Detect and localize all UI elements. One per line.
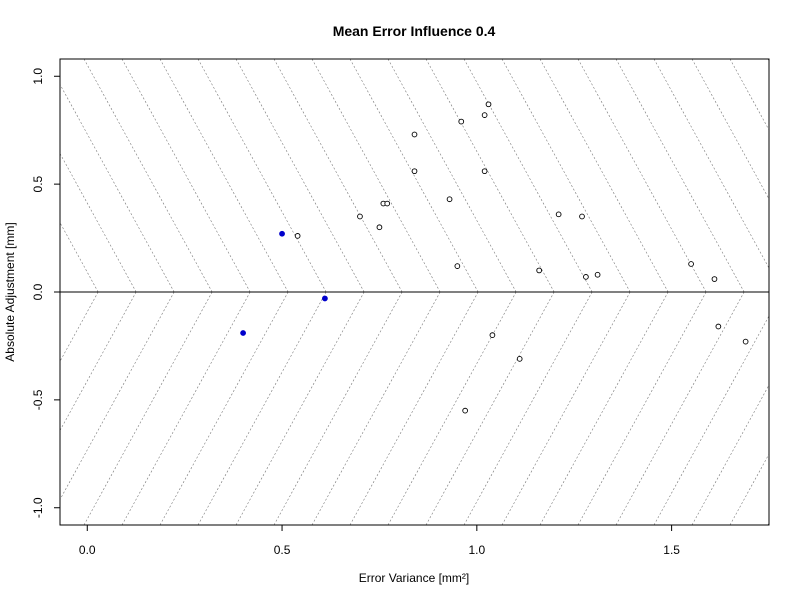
x-axis-label: Error Variance [mm²] [359, 571, 469, 585]
hatch-line [577, 59, 707, 293]
y-tick-label: -1.0 [31, 497, 45, 518]
hatch-line [235, 59, 365, 293]
hatch-line [197, 291, 327, 525]
data-point [489, 332, 496, 338]
hatch-line [60, 222, 99, 293]
hatch-line [349, 291, 479, 525]
hatch-line [615, 291, 745, 525]
data-point [454, 263, 461, 269]
highlighted-data-point [240, 330, 246, 336]
hatch-line [60, 291, 137, 432]
data-point [458, 118, 465, 125]
hatch-line [767, 522, 769, 525]
hatch-line [387, 291, 517, 525]
hatch-line [197, 59, 327, 293]
hatch-line [729, 59, 769, 131]
hatch-line [653, 59, 769, 269]
hatch-line [767, 59, 769, 62]
y-tick-label: -0.5 [31, 389, 45, 410]
y-axis: -1.0 -0.5 0.0 0.5 1.0 [31, 68, 60, 518]
hatch-line [60, 152, 137, 293]
data-point [294, 233, 301, 239]
hatch-line [463, 59, 593, 293]
data-point [481, 112, 488, 118]
data-point [485, 101, 492, 108]
highlighted-data-point [279, 230, 285, 237]
data-point [481, 168, 488, 175]
data-point [715, 323, 722, 330]
hatch-line [311, 59, 441, 293]
data-point [579, 213, 585, 220]
y-tick-label: 1.0 [31, 68, 45, 85]
hatch-line [83, 59, 213, 293]
data-point [555, 211, 562, 218]
hatch-line [539, 291, 669, 525]
data-point [583, 274, 589, 280]
x-axis: 0.0 0.5 1.0 1.5 [79, 525, 680, 557]
data-point [688, 261, 694, 267]
hatch-line [60, 83, 175, 293]
data-point [411, 131, 418, 138]
hatch-line [615, 59, 745, 293]
hatch-line [121, 59, 251, 293]
hatch-line [273, 291, 403, 525]
hatch-line [653, 315, 769, 525]
x-tick-label: 1.5 [663, 543, 680, 557]
data-point [462, 407, 468, 414]
y-axis-label: Absolute Adjustment [mm] [3, 222, 17, 361]
plot-frame [59, 58, 770, 526]
data-point [594, 271, 601, 278]
background-hatching [60, 59, 769, 525]
hatch-line [387, 59, 517, 293]
data-points [240, 101, 749, 414]
hatch-line [425, 291, 555, 525]
hatch-line [159, 291, 289, 525]
hatch-line [121, 291, 251, 525]
hatch-line [273, 59, 403, 293]
chart-title: Mean Error Influence 0.4 [333, 23, 496, 39]
hatch-line [539, 59, 669, 293]
hatch-line [425, 59, 555, 293]
hatch-line [729, 453, 769, 525]
hatch-line [311, 291, 441, 525]
hatch-line [691, 384, 769, 525]
data-point [376, 224, 383, 231]
hatch-line [501, 59, 631, 293]
data-point [516, 356, 523, 362]
hatch-line [577, 291, 707, 525]
data-point [446, 196, 453, 203]
hatch-line [159, 59, 289, 293]
data-point [384, 200, 391, 207]
hatch-line [691, 59, 769, 200]
data-point [742, 338, 749, 345]
data-point [536, 267, 543, 274]
hatch-line [60, 291, 175, 501]
hatch-line [60, 291, 99, 362]
data-point [411, 168, 418, 175]
highlighted-data-point [322, 295, 328, 302]
hatch-line [463, 291, 593, 525]
hatch-line [501, 291, 631, 525]
y-tick-label: 0.5 [31, 175, 45, 192]
hatch-line [235, 291, 365, 525]
x-tick-label: 0.5 [274, 543, 291, 557]
data-point [357, 213, 363, 220]
hatch-line [83, 291, 213, 525]
data-point [711, 276, 718, 282]
x-tick-label: 1.0 [468, 543, 485, 557]
x-tick-label: 0.0 [79, 543, 96, 557]
y-tick-label: 0.0 [31, 283, 45, 300]
hatch-line [349, 59, 479, 293]
